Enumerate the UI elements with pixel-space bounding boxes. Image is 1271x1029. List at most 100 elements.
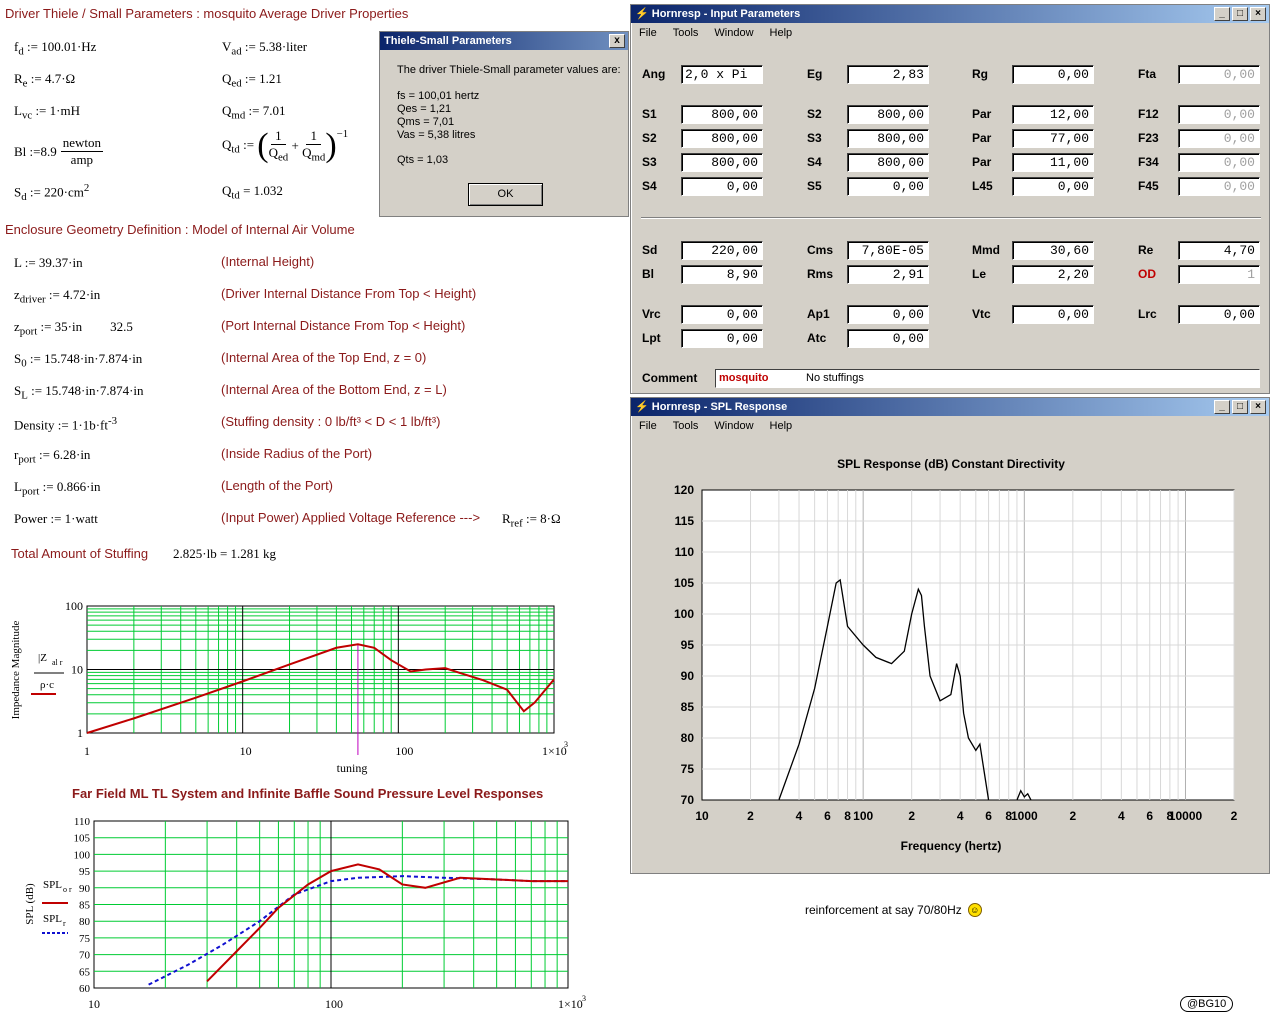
param-field[interactable]: 12,00 xyxy=(1012,105,1094,124)
param-label: Ang xyxy=(642,67,666,81)
y-tick-label: 60 xyxy=(79,983,91,995)
legend-label: al r xyxy=(52,658,63,667)
param-field[interactable]: 2,91 xyxy=(847,265,929,284)
param-field[interactable]: 2,20 xyxy=(1012,265,1094,284)
menu-file[interactable]: File xyxy=(639,27,657,39)
param-field[interactable]: 4,70 xyxy=(1178,241,1260,260)
close-icon[interactable]: × xyxy=(1250,7,1266,21)
legend-label: ρ·c xyxy=(40,679,54,691)
param-label: S1 xyxy=(642,107,657,121)
menu-window[interactable]: Window xyxy=(714,27,754,39)
param-field[interactable]: 0,00 xyxy=(847,177,929,196)
legend-label: SPL xyxy=(43,879,62,891)
x-tick-label: 2 xyxy=(1069,809,1076,823)
param-field[interactable]: 77,00 xyxy=(1012,129,1094,148)
param-field[interactable]: 800,00 xyxy=(847,153,929,172)
param-field[interactable]: 220,00 xyxy=(681,241,763,260)
y-tick-label: 70 xyxy=(681,793,695,807)
y-tick-label: 90 xyxy=(79,883,91,895)
param-label: S3 xyxy=(642,155,657,169)
param-field[interactable]: 11,00 xyxy=(1012,153,1094,172)
driver-header: Driver Thiele / Small Parameters : mosqu… xyxy=(5,6,409,21)
param-field[interactable]: 0,00 xyxy=(681,329,763,348)
param-field[interactable]: 0,00 xyxy=(1178,129,1260,148)
minimize-icon[interactable]: _ xyxy=(1214,400,1230,414)
param-label: Lpt xyxy=(642,331,661,345)
param-label: Par xyxy=(972,107,992,121)
eq-qtd: Qtd = 1.032 xyxy=(222,183,283,202)
chart-title: SPL Response (dB) Constant Directivity xyxy=(837,457,1065,471)
ts-dialog: Thiele-Small Parameters x The driver Thi… xyxy=(379,31,629,217)
menu-window[interactable]: Window xyxy=(714,420,754,432)
param-field[interactable]: 0,00 xyxy=(847,305,929,324)
param-field[interactable]: 7,80E-05 xyxy=(847,241,929,260)
param-field[interactable]: 800,00 xyxy=(681,153,763,172)
param-field[interactable]: 0,00 xyxy=(1178,153,1260,172)
spl-r-series xyxy=(148,875,568,986)
eq-fd: fd := 100.01·Hz xyxy=(14,39,97,58)
param-field[interactable]: 0,00 xyxy=(681,305,763,324)
ts-values: fs = 100,01 hertz Qes = 1,21 Qms = 7,01 … xyxy=(397,90,479,142)
param-field[interactable]: 800,00 xyxy=(847,105,929,124)
eq-sd: Sd := 220·cm2 xyxy=(14,182,90,203)
maximize-icon[interactable]: □ xyxy=(1232,7,1248,21)
param-label: OD xyxy=(1138,267,1156,281)
param-field[interactable]: 0,00 xyxy=(1012,65,1094,84)
comment-label: Comment xyxy=(642,371,698,385)
param-label: Fta xyxy=(1138,67,1156,81)
close-icon[interactable]: × xyxy=(1250,400,1266,414)
param-field[interactable]: 0,00 xyxy=(1178,65,1260,84)
x-tick-label: 1×10 xyxy=(542,744,567,758)
y-tick-label: 70 xyxy=(79,950,91,962)
param-field[interactable]: 2,83 xyxy=(847,65,929,84)
legend-label: o r xyxy=(63,885,72,894)
param-label: Sd xyxy=(642,243,658,257)
minimize-icon[interactable]: _ xyxy=(1214,7,1230,21)
param-label: Vrc xyxy=(642,307,661,321)
impedance-chart: 1 10 100 1×103 1 10 100 tuning Impedance Magnitu… xyxy=(10,599,568,775)
x-tick-label: 6 xyxy=(1146,809,1153,823)
param-field[interactable]: 30,60 xyxy=(1012,241,1094,260)
x-tick-label: 100 xyxy=(325,997,343,1011)
signature-badge: @BG10 xyxy=(1180,996,1234,1012)
param-field[interactable]: 8,90 xyxy=(681,265,763,284)
x-tick-exp: 3 xyxy=(582,994,586,1003)
y-tick-label: 110 xyxy=(675,545,695,559)
param-field[interactable]: 0,00 xyxy=(1178,105,1260,124)
spl-chart-title: Far Field ML TL System and Infinite Baff… xyxy=(72,786,544,801)
menu-file[interactable]: File xyxy=(639,420,657,432)
geometry-comment: (Stuffing density : 0 lb/ft³ < D < 1 lb/… xyxy=(221,414,441,429)
param-field[interactable]: 0,00 xyxy=(681,177,763,196)
param-field[interactable]: 800,00 xyxy=(681,105,763,124)
y-tick-label: 90 xyxy=(681,669,695,683)
close-icon[interactable]: x xyxy=(609,34,625,48)
ok-button[interactable]: OK xyxy=(468,183,543,206)
param-field[interactable]: 800,00 xyxy=(681,129,763,148)
param-field[interactable]: 2,0 x Pi xyxy=(681,65,763,84)
maximize-icon[interactable]: □ xyxy=(1232,400,1248,414)
param-field[interactable]: 0,00 xyxy=(1178,305,1260,324)
param-field[interactable]: 0,00 xyxy=(1012,177,1094,196)
x-axis-label: Frequency (hertz) xyxy=(901,839,1002,853)
menu-help[interactable]: Help xyxy=(769,420,793,432)
eq-re: Re := 4.7·Ω xyxy=(14,71,76,90)
menu-help[interactable]: Help xyxy=(769,27,793,39)
param-field[interactable]: 0,00 xyxy=(847,329,929,348)
ts-vas: Vas = 5,38 litres xyxy=(397,129,476,141)
param-field[interactable]: 0,00 xyxy=(1012,305,1094,324)
param-label: S5 xyxy=(807,179,822,193)
comment-field[interactable]: mosquito No stuffings xyxy=(715,369,1260,388)
param-field[interactable]: 800,00 xyxy=(847,129,929,148)
eq-vad: Vad := 5.38·liter xyxy=(222,39,308,58)
menu-tools[interactable]: Tools xyxy=(672,420,699,432)
param-field[interactable]: 1 xyxy=(1178,265,1260,284)
param-field[interactable]: 0,00 xyxy=(1178,177,1260,196)
param-label: S2 xyxy=(642,131,657,145)
menu-tools[interactable]: Tools xyxy=(672,27,699,39)
geometry-comment: (Inside Radius of the Port) xyxy=(221,446,373,461)
x-tick-label: 1 xyxy=(84,744,90,758)
x-tick-label: 4 xyxy=(1118,809,1125,823)
x-tick-label: 1×10 xyxy=(558,997,583,1011)
ts-fs: fs = 100,01 hertz xyxy=(397,90,480,102)
legend-label: SPL xyxy=(43,913,62,925)
